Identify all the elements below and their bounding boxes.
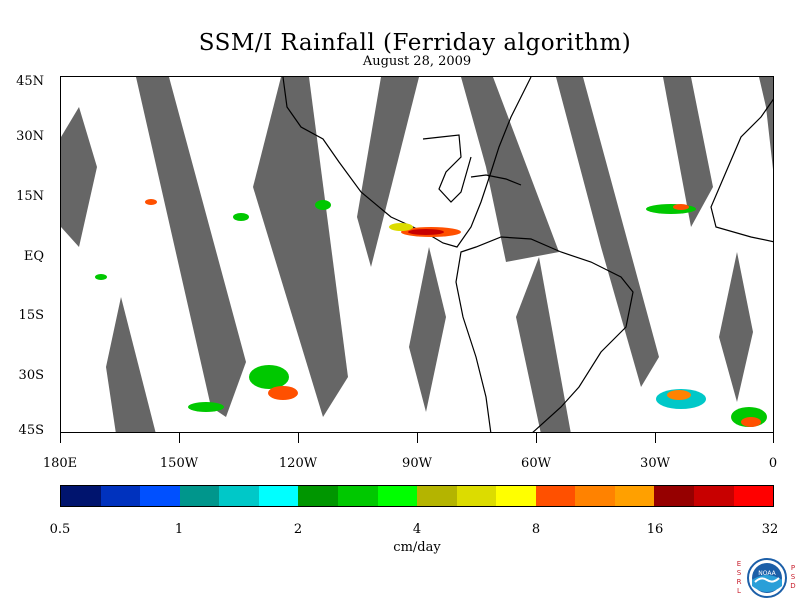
rain-patch — [673, 204, 689, 210]
swath-gap — [253, 77, 348, 417]
colorbar-swatch — [694, 486, 734, 506]
swath-gap — [719, 252, 753, 402]
swath-gaps — [61, 77, 773, 432]
colorbar-label: 0.5 — [49, 522, 71, 537]
lon-tick — [298, 433, 299, 443]
coastlines — [282, 77, 773, 432]
colorbar-swatch — [417, 486, 457, 506]
colorbar-swatch — [298, 486, 338, 506]
lon-tick — [179, 433, 180, 443]
lon-tick — [60, 433, 61, 443]
lon-label-90w: 90W — [402, 456, 432, 471]
colorbar-swatch — [535, 486, 576, 506]
lon-tick — [417, 433, 418, 443]
swath-gap — [663, 77, 713, 227]
colorbar-label: 2 — [293, 522, 303, 537]
swath-gap — [136, 77, 246, 417]
units-label: cm/day — [393, 540, 441, 555]
coastline-south-america — [455, 236, 634, 432]
rain-patch — [741, 417, 761, 427]
lat-label-15n: 15N — [16, 189, 44, 204]
swath-gap — [461, 77, 559, 262]
colorbar-swatch — [733, 486, 774, 506]
chart-date: August 28, 2009 — [362, 54, 472, 69]
coastline-africa-west — [710, 98, 773, 243]
lat-label-30n: 30N — [16, 129, 44, 144]
swath-gap — [61, 107, 97, 247]
swath-gap — [106, 297, 156, 432]
colorbar-label: 8 — [531, 522, 541, 537]
colorbar-swatch — [61, 486, 101, 506]
colorbar-label: 32 — [761, 522, 779, 537]
rain-patch — [249, 365, 289, 389]
swath-gap — [759, 77, 773, 170]
swath-gap — [409, 247, 446, 412]
rain-patch — [268, 386, 298, 400]
lat-label-45s: 45S — [18, 423, 44, 438]
rainfall-map — [60, 76, 774, 433]
colorbar-swatch — [219, 486, 259, 506]
rain-patch — [95, 274, 107, 280]
lon-label-120w: 120W — [278, 456, 318, 471]
colorbar-swatch — [456, 486, 497, 506]
rain-patch — [233, 213, 249, 221]
noaa-badge-icon: NOAA — [747, 558, 787, 598]
colorbar-swatch — [258, 486, 299, 506]
colorbar-swatch — [654, 486, 694, 506]
swath-gap — [516, 257, 571, 432]
swath-gap — [556, 77, 659, 387]
lon-label-30w: 30W — [640, 456, 670, 471]
rain-patch — [646, 204, 696, 214]
lon-tick — [536, 433, 537, 443]
lon-tick — [655, 433, 656, 443]
lon-label-180e: 180E — [42, 456, 78, 471]
coastline-gulf — [422, 134, 472, 203]
colorbar-swatch — [100, 486, 141, 506]
colorbar-label: 4 — [412, 522, 422, 537]
colorbar-swatch — [337, 486, 378, 506]
rain-patch — [315, 200, 331, 210]
lat-label-15s: 15S — [18, 308, 44, 323]
rain-patch — [389, 223, 413, 231]
colorbar-label: 1 — [174, 522, 184, 537]
lat-label-30s: 30S — [18, 368, 44, 383]
rain-patch — [667, 390, 691, 400]
lon-label-150w: 150W — [159, 456, 199, 471]
lon-label-60w: 60W — [521, 456, 551, 471]
colorbar-swatch — [140, 486, 180, 506]
colorbar-label: 16 — [646, 522, 664, 537]
lon-tick — [773, 433, 774, 443]
colorbar — [60, 485, 774, 507]
rain-patch — [145, 199, 157, 205]
colorbar-swatch — [575, 486, 615, 506]
coastline-north-america — [282, 77, 532, 248]
rain-patch — [188, 402, 224, 412]
map-canvas — [61, 77, 773, 432]
rain-patch — [408, 229, 444, 235]
colorbar-swatch — [179, 486, 220, 506]
swath-gap — [357, 77, 419, 267]
colorbar-swatch — [377, 486, 418, 506]
rain-patches — [95, 199, 767, 427]
lon-label-0: 0 — [768, 456, 778, 471]
colorbar-swatch — [614, 486, 655, 506]
lat-label-45n: 45N — [16, 74, 44, 89]
coastline-caribbean — [470, 174, 522, 186]
lat-label-eq: EQ — [23, 249, 44, 264]
noaa-badge-text: NOAA — [758, 570, 776, 577]
chart-title: SSM/I Rainfall (Ferriday algorithm) — [198, 30, 632, 56]
colorbar-swatch — [496, 486, 536, 506]
